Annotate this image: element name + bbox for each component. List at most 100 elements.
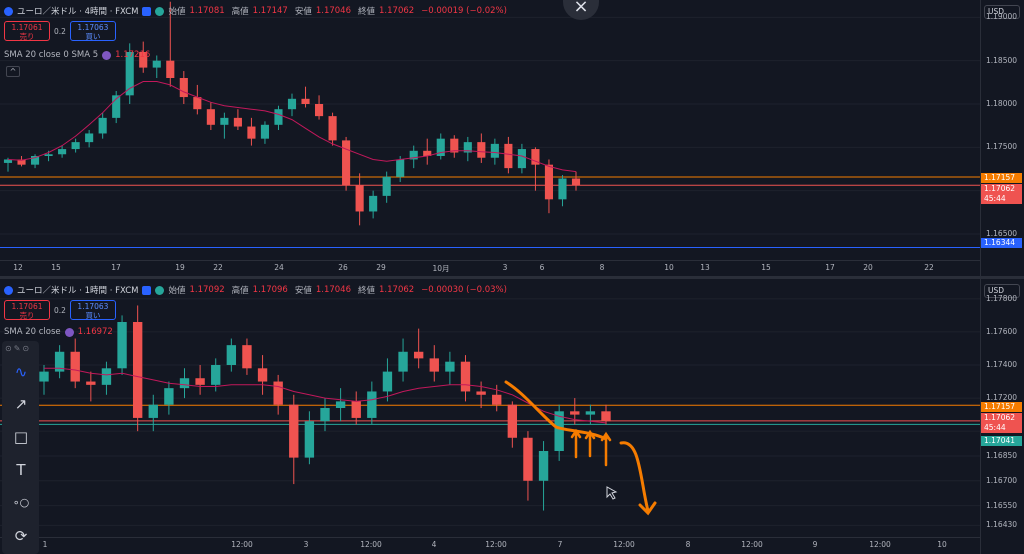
candle-body xyxy=(517,149,526,169)
chart-pane-1h[interactable]: ユーロ／米ドル · 1時間 · FXCM 始値 1.17092 高値 1.17096… xyxy=(0,279,1024,554)
candle-body xyxy=(206,109,215,125)
candle-body xyxy=(39,371,49,382)
indicator-settings-icon[interactable] xyxy=(102,50,112,60)
connect-tool-icon[interactable]: ∘○ xyxy=(12,496,30,509)
x-tick-label: 12:00 xyxy=(869,540,891,549)
candle-body xyxy=(413,351,424,359)
close-button[interactable]: × xyxy=(563,0,599,20)
buy-button[interactable]: 1.17063 買い xyxy=(69,300,116,320)
curve-tool-icon[interactable]: ∿ xyxy=(14,363,28,381)
candle-body xyxy=(226,345,237,365)
candle-body xyxy=(139,52,148,68)
sma-value: 1.16972 xyxy=(77,327,113,337)
time-axis-1h[interactable] xyxy=(0,537,980,553)
x-tick-label: 22 xyxy=(213,263,223,272)
buy-label: 買い xyxy=(85,32,101,41)
candle-body xyxy=(58,149,67,155)
x-tick-label: 24 xyxy=(274,263,284,272)
trade-buttons-4h: 1.17061 売り 0.2 1.17063 買い xyxy=(4,21,116,41)
candle-body xyxy=(351,401,361,418)
drawn-up-arrow xyxy=(600,431,612,467)
toolbar-grip-icon[interactable]: ⊙✎⊙ xyxy=(5,344,32,353)
time-axis-4h[interactable] xyxy=(0,260,980,276)
sma-legend-4h[interactable]: SMA 20 close 0 SMA 5 1.17216 xyxy=(4,50,150,60)
x-tick-label: 12:00 xyxy=(613,540,635,549)
trade-buttons-1h: 1.17061 売り 0.2 1.17063 買い xyxy=(4,300,116,320)
price-tag: 1.17041 xyxy=(981,436,1022,446)
arrow-tool-icon[interactable]: ↗ xyxy=(14,395,28,413)
x-tick-label: 12:00 xyxy=(231,540,253,549)
pane-divider[interactable] xyxy=(0,276,1024,279)
price-axis-1h[interactable] xyxy=(980,279,1024,554)
x-tick-label: 12:00 xyxy=(741,540,763,549)
close-value: 1.17062 xyxy=(379,6,415,16)
candle-body xyxy=(273,381,283,405)
candle-body xyxy=(558,178,567,200)
x-tick-label: 10月 xyxy=(432,264,450,273)
rectangle-tool-icon[interactable]: □ xyxy=(13,428,29,446)
candle-body xyxy=(287,98,297,110)
symbol-title[interactable]: ユーロ／米ドル · 4時間 · FXCM xyxy=(17,7,139,17)
high-value: 1.17147 xyxy=(252,6,288,16)
y-tick-label: 1.18000 xyxy=(986,99,1018,108)
candle-body xyxy=(193,97,202,110)
sma-legend-1h[interactable]: SMA 20 close 1.16972 xyxy=(4,327,113,337)
candle-body xyxy=(304,421,315,458)
candle-body xyxy=(54,351,65,372)
x-tick-label: 29 xyxy=(376,263,386,272)
candle-body xyxy=(30,156,40,165)
x-tick-label: 6 xyxy=(539,263,545,272)
candle-body xyxy=(335,401,346,408)
lasso-tool-icon[interactable]: ⟳ xyxy=(14,527,28,545)
price-tag: 45:44 xyxy=(981,194,1022,204)
x-tick-label: 12:00 xyxy=(485,540,507,549)
candle-body xyxy=(166,60,175,78)
candle-body xyxy=(463,142,472,153)
price-tag: 1.17157 xyxy=(981,173,1022,183)
indicator-settings-icon[interactable] xyxy=(64,327,74,337)
symbol-icon xyxy=(4,285,13,295)
drawing-toolbar: ⊙✎⊙ ∿ ↗ □ T ∘○ ⟳ xyxy=(2,341,39,554)
candle-body xyxy=(490,143,499,158)
candle-body xyxy=(369,195,378,212)
x-tick-label: 7 xyxy=(557,540,563,549)
text-tool-icon[interactable]: T xyxy=(16,461,26,479)
chart-plot-4h[interactable] xyxy=(0,0,980,260)
currency-select[interactable]: USD xyxy=(984,5,1020,19)
symbol-title[interactable]: ユーロ／米ドル · 1時間 · FXCM xyxy=(17,286,139,296)
y-tick-label: 1.19000 xyxy=(986,12,1018,22)
candle-body xyxy=(554,411,564,451)
drawn-down-arrow xyxy=(619,441,657,516)
price-axis-4h[interactable] xyxy=(980,0,1024,276)
collapse-legend-button[interactable]: ^ xyxy=(6,66,20,77)
sell-button[interactable]: 1.17061 売り xyxy=(4,300,50,320)
x-tick-label: 10 xyxy=(664,263,674,272)
chart-pane-4h[interactable]: ユーロ／米ドル · 4時間 · FXCM 始値 1.17081 高値 1.17147… xyxy=(0,0,1024,276)
x-tick-label: 15 xyxy=(51,263,61,272)
high-value: 1.17096 xyxy=(252,285,288,295)
candle-body xyxy=(477,142,486,158)
y-tick-label: 1.17200 xyxy=(986,393,1018,403)
drawn-up-arrow xyxy=(584,429,596,458)
candle-body xyxy=(571,178,581,186)
candle-body xyxy=(601,411,611,422)
sell-button[interactable]: 1.17061 売り xyxy=(4,21,50,41)
candle-body xyxy=(396,159,405,177)
x-tick-label: 4 xyxy=(431,540,437,549)
flag-icon[interactable] xyxy=(142,285,152,295)
price-tag: 1.17062 xyxy=(981,184,1022,194)
currency-select[interactable]: USD xyxy=(984,284,1020,298)
chart-header-1h: ユーロ／米ドル · 1時間 · FXCM 始値 1.17092 高値 1.17096… xyxy=(4,284,510,296)
candle-body xyxy=(538,451,549,481)
candle-body xyxy=(429,358,439,372)
buy-button[interactable]: 1.17063 買い xyxy=(69,21,116,41)
chart-plot-1h[interactable] xyxy=(0,279,980,537)
x-tick-label: 9 xyxy=(812,540,818,549)
x-tick-label: 22 xyxy=(924,263,934,272)
open-label: 始値 xyxy=(168,7,186,17)
candle-body xyxy=(220,117,229,125)
flag-icon[interactable] xyxy=(142,6,152,16)
candle-body xyxy=(117,322,127,369)
x-tick-label: 15 xyxy=(761,263,771,272)
high-label: 高値 xyxy=(231,7,249,17)
